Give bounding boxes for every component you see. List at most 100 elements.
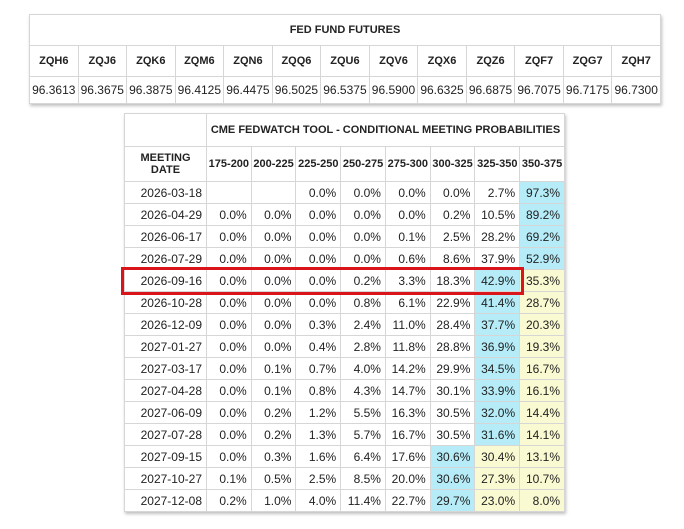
probability-cell: 20.3% (519, 313, 565, 336)
probability-cell: 69.2% (519, 225, 565, 248)
probability-cell: 0.5% (250, 467, 297, 490)
probability-cell: 0.0% (206, 335, 252, 358)
probability-cell: 0.1% (206, 467, 252, 490)
probability-cell: 18.3% (429, 269, 476, 292)
probability-cell: 1.0% (250, 489, 297, 512)
table-row: 2027-12-08 0.2% 1.0% 4.0% 11.4% 22.7% 29.7% 23.… (124, 489, 565, 512)
probability-cell: 0.0% (250, 313, 297, 336)
probability-cell: 16.1% (519, 379, 565, 402)
probability-cell: 11.4% (340, 489, 386, 512)
probability-cell: 0.7% (295, 357, 342, 380)
probability-cell: 0.0% (340, 181, 386, 204)
futures-code: ZQU6 (320, 45, 370, 77)
table-row: 2027-01-27 0.0% 0.0% 0.4% 2.8% 11.8% 28.8% 36.9… (124, 335, 565, 358)
probability-cell: 0.0% (340, 225, 386, 248)
probability-cell: 35.3% (519, 269, 565, 292)
meeting-date: 2027-12-08 (124, 489, 207, 512)
rate-range-header: 250-275 (340, 146, 386, 182)
probability-cell: 14.7% (384, 379, 431, 402)
futures-code: ZQH6 (29, 45, 79, 77)
probability-cell: 1.6% (295, 445, 342, 468)
table-row: 2027-09-15 0.0% 0.3% 1.6% 6.4% 17.6% 30.6% 30.4… (124, 445, 565, 468)
probability-cell: 14.2% (384, 357, 431, 380)
probability-cell: 0.0% (206, 357, 252, 380)
table-row: 2026-12-09 0.0% 0.0% 0.3% 2.4% 11.0% 28.4% 37.7… (124, 313, 565, 336)
futures-price-row: 96.3613 96.3675 96.3875 96.4125 96.4475 96.50… (29, 76, 661, 104)
probability-cell: 0.3% (295, 313, 342, 336)
probability-cell (250, 181, 297, 204)
table-row: 2027-04-28 0.0% 0.1% 0.8% 4.3% 14.7% 30.1% 33.9… (124, 379, 565, 402)
probability-cell: 0.2% (340, 269, 386, 292)
probability-cell: 30.5% (429, 423, 476, 446)
probability-cell: 16.7% (519, 357, 565, 380)
probability-cell: 10.5% (474, 203, 521, 226)
probability-cell: 41.4% (474, 291, 521, 314)
rate-range-header: 275-300 (384, 146, 431, 182)
probability-cell: 0.0% (250, 291, 297, 314)
futures-price: 96.4125 (174, 76, 225, 104)
probability-cell: 37.9% (474, 247, 521, 270)
probability-cell: 16.7% (384, 423, 431, 446)
rate-range-header: 350-375 (519, 146, 565, 182)
rate-range-header: 175-200 (206, 146, 252, 182)
probability-cell: 8.5% (340, 467, 386, 490)
futures-code: ZQV6 (368, 45, 419, 77)
probability-cell: 17.6% (384, 445, 431, 468)
probability-cell: 30.5% (429, 401, 476, 424)
probability-cell: 0.4% (295, 335, 342, 358)
probability-cell: 0.0% (295, 269, 342, 292)
meeting-date: 2026-06-17 (124, 225, 207, 248)
probability-cell: 20.0% (384, 467, 431, 490)
blank-corner-cell (124, 113, 207, 147)
meeting-date: 2027-04-28 (124, 379, 207, 402)
probability-cell: 13.1% (519, 445, 565, 468)
probability-cell: 0.0% (206, 313, 252, 336)
futures-title: FED FUND FUTURES (29, 14, 661, 46)
probability-cell: 89.2% (519, 203, 565, 226)
table-row: 2026-10-28 0.0% 0.0% 0.0% 0.8% 6.1% 22.9% 41.4%… (124, 291, 565, 314)
probability-cell: 0.0% (250, 335, 297, 358)
probability-cell: 0.0% (206, 225, 252, 248)
probability-cell: 0.0% (206, 379, 252, 402)
futures-code-row: ZQH6 ZQJ6 ZQK6 ZQM6 ZQN6 ZQQ6 ZQU6 ZQV6 ZQX6 ZQZ6… (29, 45, 661, 77)
probability-cell: 30.1% (429, 379, 476, 402)
meeting-date: 2026-04-29 (124, 203, 207, 226)
probability-cell: 29.7% (429, 489, 476, 512)
futures-price: 96.7175 (562, 76, 613, 104)
probability-cell: 0.0% (206, 291, 252, 314)
probability-cell: 14.4% (519, 401, 565, 424)
table-row: 2026-04-29 0.0% 0.0% 0.0% 0.0% 0.0% 0.2% 10.5% 8… (124, 203, 565, 226)
futures-code: ZQN6 (223, 45, 273, 77)
meeting-date: 2026-10-28 (124, 291, 207, 314)
probability-cell: 0.0% (295, 225, 342, 248)
probability-cell: 2.7% (474, 181, 521, 204)
probability-cell: 0.0% (384, 181, 431, 204)
probability-cell: 0.2% (250, 423, 297, 446)
probability-cell: 0.2% (429, 203, 476, 226)
probability-cell: 22.9% (429, 291, 476, 314)
futures-price: 96.3875 (126, 76, 176, 104)
probability-cell: 0.0% (250, 225, 297, 248)
probability-cell: 6.1% (384, 291, 431, 314)
probability-cell: 4.3% (340, 379, 386, 402)
probability-cell: 0.0% (206, 247, 252, 270)
fedwatch-probabilities-table: CME FEDWATCH TOOL - CONDITIONAL MEETING … (124, 113, 565, 512)
futures-code: ZQZ6 (465, 45, 516, 77)
probability-cell: 2.5% (429, 225, 476, 248)
table-row: 2027-06-09 0.0% 0.2% 1.2% 5.5% 16.3% 30.5% 32.0… (124, 401, 565, 424)
meeting-date: 2026-07-29 (124, 247, 207, 270)
probability-cell: 0.0% (340, 247, 386, 270)
probability-cell: 0.0% (206, 203, 252, 226)
futures-price: 96.3675 (77, 76, 128, 104)
meeting-date: 2027-09-15 (124, 445, 207, 468)
probability-cell: 32.0% (474, 401, 521, 424)
probability-cell: 23.0% (474, 489, 521, 512)
table-row: 2027-10-27 0.1% 0.5% 2.5% 8.5% 20.0% 30.6% 27.3… (124, 467, 565, 490)
probability-cell: 0.8% (295, 379, 342, 402)
futures-code: ZQF7 (514, 45, 564, 77)
meeting-date-header: MEETING DATE (124, 146, 207, 182)
futures-price: 96.5025 (271, 76, 322, 104)
futures-code: ZQH7 (611, 45, 661, 77)
table-row: 2027-03-17 0.0% 0.1% 0.7% 4.0% 14.2% 29.9% 34.5… (124, 357, 565, 380)
probability-cell: 0.0% (295, 181, 342, 204)
